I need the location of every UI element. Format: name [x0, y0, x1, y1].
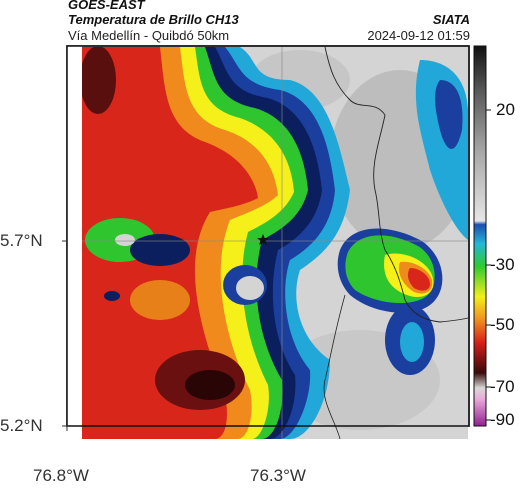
route-subtitle: Vía Medellín - Quibdó 50km [68, 28, 230, 43]
x-tick-76-8: 76.8°W [33, 466, 89, 485]
cloud-field [82, 47, 468, 439]
boundary-line [324, 46, 469, 323]
location-star-marker [257, 234, 269, 245]
boundary-line-2 [323, 294, 346, 440]
source-label: SIATA [432, 12, 470, 27]
datetime-label: 2024-09-12 01:59 [367, 28, 470, 43]
colorbar-tick-minus50: -50 [490, 315, 515, 334]
x-tick-76-3: 76.3°W [250, 466, 306, 485]
satellite-label: GOES-EAST [68, 0, 145, 12]
colorbar-tick-minus90: -90 [490, 410, 515, 429]
map-border [66, 45, 470, 427]
product-title: Temperatura de Brillo CH13 [68, 12, 239, 27]
colorbar-tick-minus70: -70 [490, 377, 515, 396]
colorbar-tick-minus30: -30 [490, 255, 515, 274]
colorbar [473, 45, 487, 427]
y-tick-5-2: 5.2°N [0, 416, 43, 435]
y-tick-5-7: 5.7°N [0, 231, 43, 250]
colorbar-tick-20: 20 [496, 100, 515, 119]
